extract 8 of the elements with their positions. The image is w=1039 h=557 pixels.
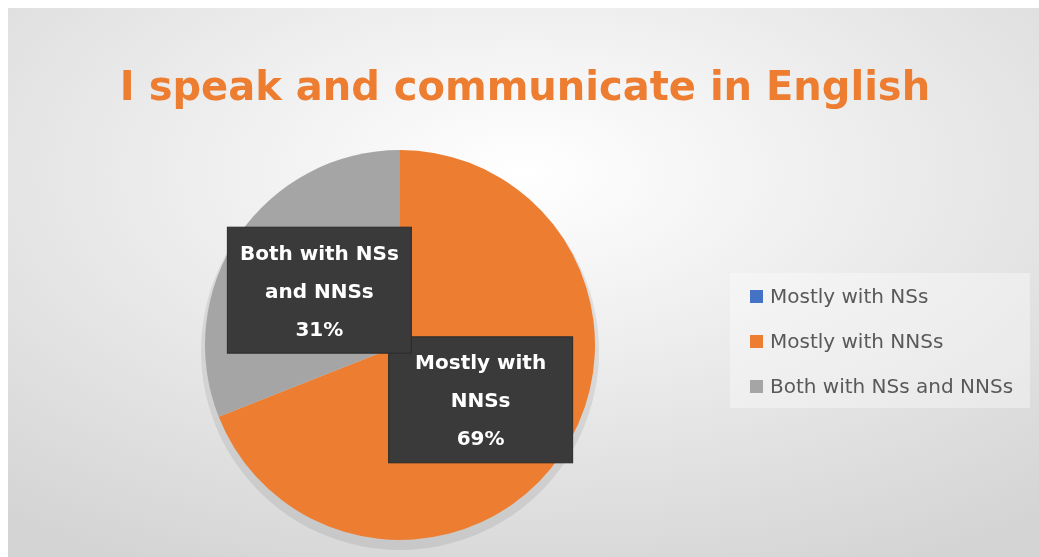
- legend-label: Mostly with NSs: [770, 284, 929, 308]
- chart-title: I speak and communicate in English: [119, 63, 931, 109]
- legend-label: Mostly with NNSs: [770, 329, 944, 353]
- slice-label: Mostly with NNSs: [415, 350, 547, 413]
- data-label: 31%: [295, 316, 344, 341]
- slice-label: Both with NSs and NNSs: [239, 240, 399, 303]
- data-label: 69%: [456, 426, 505, 451]
- legend-label: Both with NSs and NNSs: [770, 374, 1014, 398]
